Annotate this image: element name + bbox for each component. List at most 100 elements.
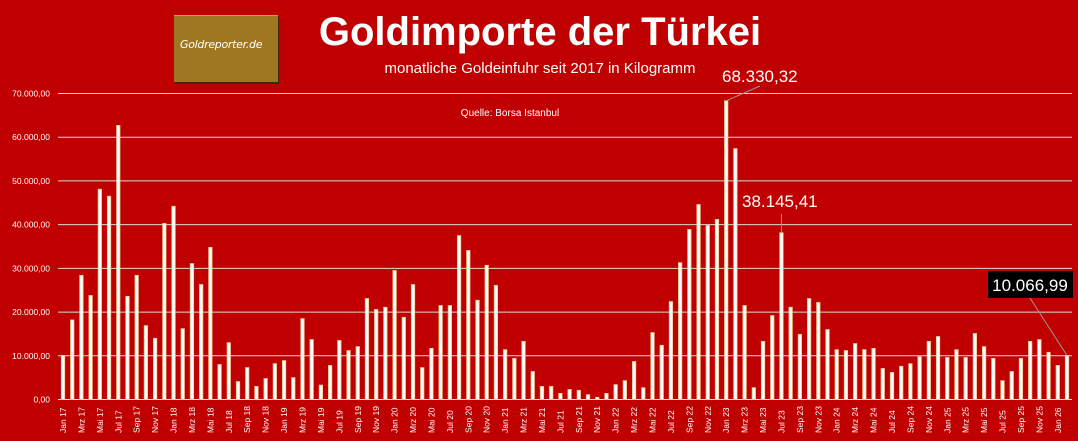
- bar: [760, 340, 766, 400]
- bar: [309, 339, 314, 400]
- bar: [853, 343, 858, 400]
- bar: [281, 360, 287, 400]
- y-tick-label: 0,00: [33, 395, 50, 405]
- y-tick-label: 20.000,00: [12, 307, 50, 317]
- x-tick-label: Mai 20: [426, 407, 436, 433]
- bar: [889, 371, 895, 400]
- x-tick-label: Nov 25: [1034, 406, 1044, 433]
- bar: [143, 325, 148, 400]
- bar: [972, 333, 977, 400]
- x-tick-label: Jul 24: [887, 410, 897, 433]
- x-tick-label: Sep 22: [684, 406, 694, 433]
- bar: [1009, 371, 1014, 400]
- x-tick-label: Nov 19: [371, 406, 381, 433]
- annotation-box: [988, 271, 1073, 298]
- x-tick-label: Mrz 22: [629, 407, 639, 433]
- bar: [318, 384, 324, 400]
- bar: [549, 385, 554, 400]
- x-tick-label: Mrz 18: [187, 407, 197, 433]
- bar: [521, 340, 526, 400]
- bar: [724, 100, 729, 400]
- x-tick-label: Mrz 20: [408, 407, 418, 433]
- bar: [493, 285, 499, 400]
- y-tick-label: 60.000,00: [12, 132, 50, 142]
- y-tick-label: 50.000,00: [12, 176, 50, 186]
- x-tick-label: Jan 22: [611, 407, 621, 433]
- x-tick-label: Sep 19: [353, 406, 363, 433]
- bar: [355, 346, 360, 400]
- x-tick-label: Jul 25: [998, 410, 1008, 433]
- bar: [678, 262, 683, 400]
- x-tick-label: Mai 19: [316, 407, 326, 433]
- bar: [622, 380, 627, 400]
- bar: [935, 336, 941, 400]
- bar: [199, 284, 204, 400]
- bar: [788, 306, 793, 400]
- x-tick-label: Sep 25: [1016, 406, 1026, 433]
- bar: [613, 384, 618, 400]
- bar: [383, 306, 388, 400]
- x-tick-label: Mrz 17: [76, 407, 86, 433]
- bar: [770, 315, 775, 400]
- bar: [585, 394, 591, 400]
- bar: [208, 246, 213, 400]
- x-tick-label: Jul 20: [445, 410, 455, 433]
- bar: [650, 332, 655, 400]
- x-tick-label: Mai 23: [758, 407, 768, 433]
- bar: [659, 344, 664, 400]
- bar: [926, 340, 931, 400]
- bar: [217, 364, 222, 400]
- bar: [291, 377, 296, 400]
- bar: [254, 385, 259, 400]
- chart-title: Goldimporte der Türkei: [318, 10, 762, 54]
- x-tick-label: Sep 20: [463, 406, 473, 433]
- bar: [1046, 351, 1051, 400]
- bar: [1028, 340, 1033, 400]
- bar: [171, 205, 176, 400]
- logo-text: Goldreporter.de: [180, 38, 263, 51]
- bar: [189, 263, 195, 400]
- x-tick-label: Jan 25: [942, 407, 952, 433]
- bar: [714, 218, 720, 400]
- x-tick-label: Mai 21: [537, 407, 547, 433]
- bar: [834, 349, 839, 400]
- bar: [153, 337, 158, 400]
- bar: [567, 389, 572, 400]
- bar: [328, 365, 333, 400]
- bar: [447, 305, 452, 400]
- bar: [982, 346, 987, 400]
- x-tick-label: Jan 26: [1053, 407, 1063, 433]
- bar: [631, 361, 637, 400]
- x-tick-label: Mrz 19: [297, 407, 307, 433]
- bar: [70, 319, 75, 400]
- x-tick-label: Nov 18: [261, 406, 271, 433]
- bar: [945, 357, 950, 400]
- y-tick-label: 10.000,00: [12, 351, 50, 361]
- bar: [346, 350, 351, 400]
- bar: [420, 367, 425, 400]
- bar: [106, 195, 112, 400]
- bar: [1000, 380, 1005, 400]
- x-tick-label: Nov 22: [703, 406, 713, 433]
- y-tick-label: 40.000,00: [12, 220, 50, 230]
- bar: [475, 299, 480, 400]
- bar: [668, 301, 674, 400]
- bar: [438, 305, 443, 400]
- bar: [300, 318, 305, 400]
- bar: [539, 385, 545, 400]
- x-tick-label: Jan 24: [832, 407, 842, 433]
- bar: [512, 358, 517, 400]
- bar: [576, 389, 581, 400]
- x-tick-label: Jan 17: [58, 407, 68, 433]
- bar: [466, 250, 471, 400]
- bar: [862, 349, 867, 400]
- x-tick-label: Jan 21: [500, 407, 510, 433]
- annotation-leader: [1029, 297, 1068, 356]
- x-tick-label: Jan 20: [390, 407, 400, 433]
- y-tick-label: 30.000,00: [12, 263, 50, 273]
- x-tick-label: Mrz 24: [850, 407, 860, 433]
- bar: [456, 235, 462, 400]
- bar: [88, 295, 93, 400]
- x-tick-label: Jul 19: [334, 410, 344, 433]
- bar: [751, 387, 756, 400]
